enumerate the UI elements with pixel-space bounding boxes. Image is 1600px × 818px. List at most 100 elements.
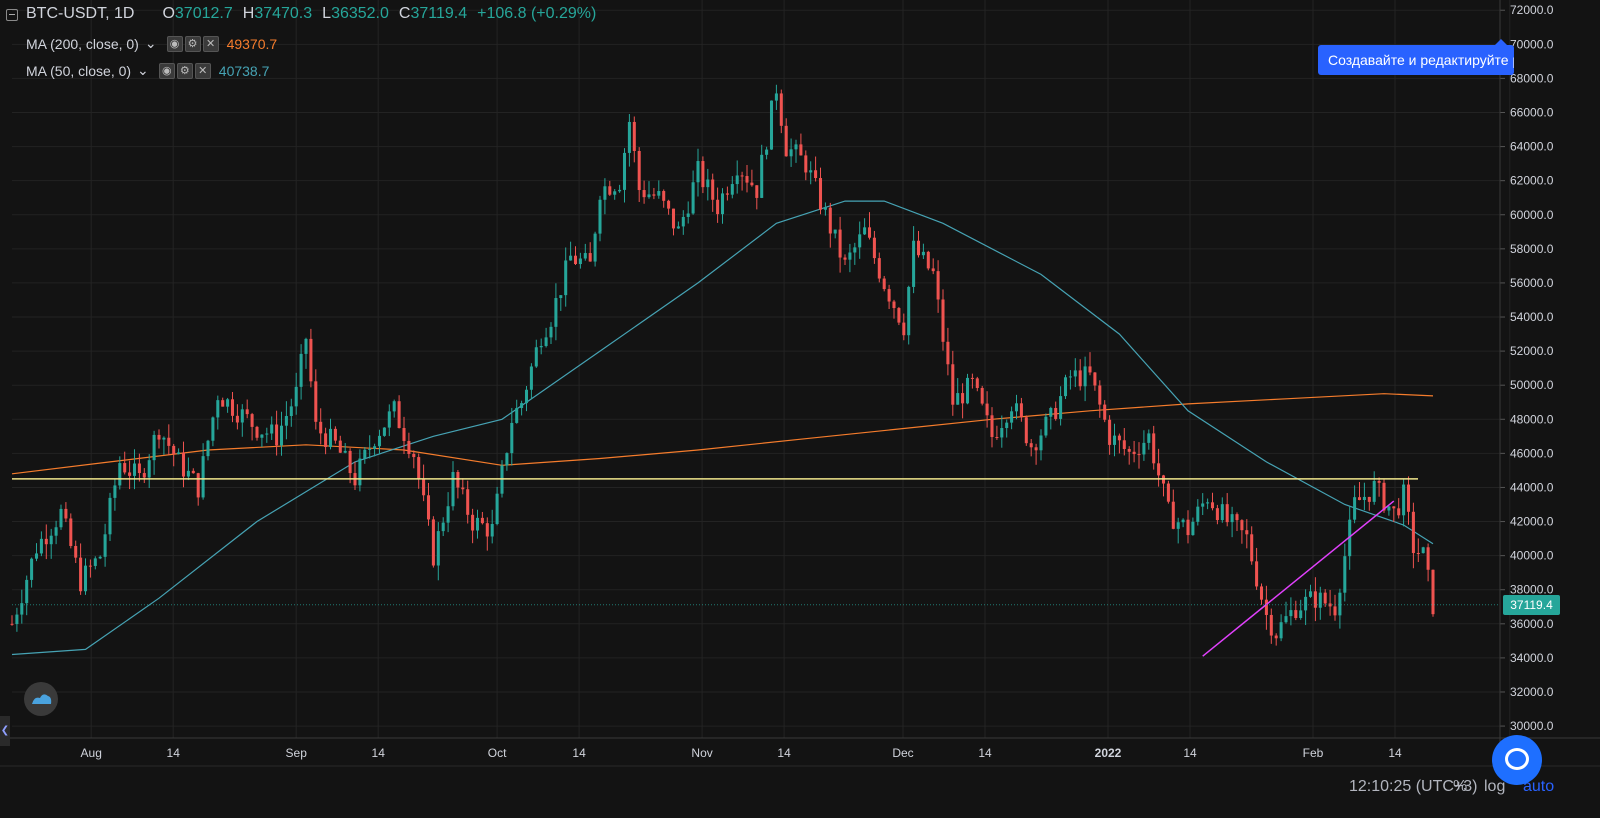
candle	[1005, 419, 1009, 438]
candle	[534, 339, 538, 368]
x-tick-label: 2022	[1095, 746, 1122, 760]
clock-timezone[interactable]: 12:10:25 (UTC+3)	[1349, 778, 1478, 795]
candle	[177, 448, 181, 455]
candle-body	[475, 517, 480, 531]
candle-body	[1225, 504, 1229, 523]
close-icon[interactable]: ✕	[202, 35, 219, 52]
candle-body	[1274, 635, 1278, 639]
candle	[505, 452, 509, 471]
eye-icon[interactable]: ◉	[158, 62, 175, 79]
candle	[1328, 589, 1332, 616]
candle	[279, 411, 284, 456]
ma50-indicator[interactable]: MA (50, close, 0) ⌄ ◉ ⚙ ✕ 40738.7	[26, 62, 269, 79]
candle	[387, 404, 391, 437]
candle	[941, 289, 945, 351]
candle-body	[549, 326, 553, 338]
symbol-title[interactable]: BTC-USDT, 1D	[26, 5, 135, 22]
y-tick-label: 54000.0	[1510, 310, 1554, 324]
candle-body	[578, 258, 582, 265]
candle	[142, 468, 146, 483]
candlesticks	[10, 84, 1435, 646]
tradingview-logo-icon[interactable]	[24, 682, 58, 716]
tooltip-arrow	[1494, 39, 1508, 46]
candle	[1411, 502, 1415, 569]
candle-body	[1147, 433, 1151, 443]
candle-body	[221, 400, 225, 407]
candle-body	[152, 434, 156, 461]
candle	[1132, 440, 1136, 463]
candle	[1230, 506, 1234, 538]
left-panel-toggle[interactable]: ❮	[0, 716, 10, 746]
candle-body	[206, 440, 210, 457]
candle	[128, 460, 132, 490]
candle-body	[172, 445, 176, 455]
candle-body	[113, 485, 117, 498]
candle	[1416, 538, 1420, 563]
percent-toggle[interactable]: %	[1453, 778, 1468, 795]
chat-icon	[1505, 748, 1529, 770]
gear-icon[interactable]: ⚙	[184, 35, 201, 52]
candle-body	[1215, 508, 1219, 521]
candle	[1127, 446, 1131, 465]
y-tick-label: 36000.0	[1510, 617, 1554, 631]
candle-body	[451, 472, 455, 507]
candle-body	[304, 338, 308, 354]
candle-body	[436, 531, 440, 566]
candle-body	[382, 427, 386, 436]
candle-body	[328, 428, 333, 448]
chat-button[interactable]	[1492, 735, 1542, 785]
close-value: 37119.4	[410, 5, 468, 22]
candle-body	[1387, 506, 1391, 511]
candle-body	[1108, 419, 1112, 445]
candle	[706, 168, 710, 201]
candle-body	[529, 366, 533, 390]
candle	[779, 89, 783, 134]
candle-body	[181, 452, 186, 477]
candle-body	[765, 149, 769, 155]
y-tick-label: 38000.0	[1510, 583, 1554, 597]
candle-body	[1353, 497, 1357, 520]
candle-body	[828, 207, 832, 234]
candle-body	[975, 378, 979, 388]
candle	[1387, 506, 1391, 516]
candle-body	[779, 93, 783, 126]
candle	[1000, 415, 1004, 448]
candle	[598, 195, 602, 242]
candle	[15, 607, 19, 632]
candle	[1157, 448, 1161, 487]
candle-body	[671, 208, 676, 229]
eye-icon[interactable]: ◉	[166, 35, 183, 52]
candle-body	[373, 446, 377, 449]
candle	[471, 508, 475, 544]
candle	[588, 242, 592, 262]
candle	[221, 397, 225, 407]
candle	[1117, 433, 1121, 454]
candle-body	[720, 193, 725, 215]
candle	[1039, 429, 1043, 461]
candle	[789, 138, 793, 167]
candle-body	[858, 234, 862, 248]
candle	[333, 426, 337, 444]
chevron-down-icon[interactable]: ⌄	[137, 62, 149, 78]
collapse-legend-icon[interactable]	[6, 9, 18, 21]
candle	[1426, 543, 1430, 582]
gear-icon[interactable]: ⚙	[176, 62, 193, 79]
candle	[79, 543, 83, 595]
candle	[1098, 380, 1102, 418]
log-toggle[interactable]: log	[1484, 778, 1506, 795]
candle-body	[1416, 553, 1420, 555]
ma200-indicator[interactable]: MA (200, close, 0) ⌄ ◉ ⚙ ✕ 49370.7	[26, 35, 277, 52]
candle	[309, 328, 313, 388]
candle	[426, 482, 431, 526]
chevron-down-icon[interactable]: ⌄	[144, 35, 157, 51]
close-icon[interactable]: ✕	[194, 62, 211, 79]
candle	[1353, 485, 1357, 524]
candle	[431, 516, 435, 568]
candle-body	[240, 409, 244, 423]
candle-body	[613, 191, 617, 195]
candle	[490, 509, 494, 544]
candle-body	[1421, 547, 1425, 554]
auto-toggle[interactable]: auto	[1523, 778, 1555, 795]
candle	[1348, 506, 1352, 570]
